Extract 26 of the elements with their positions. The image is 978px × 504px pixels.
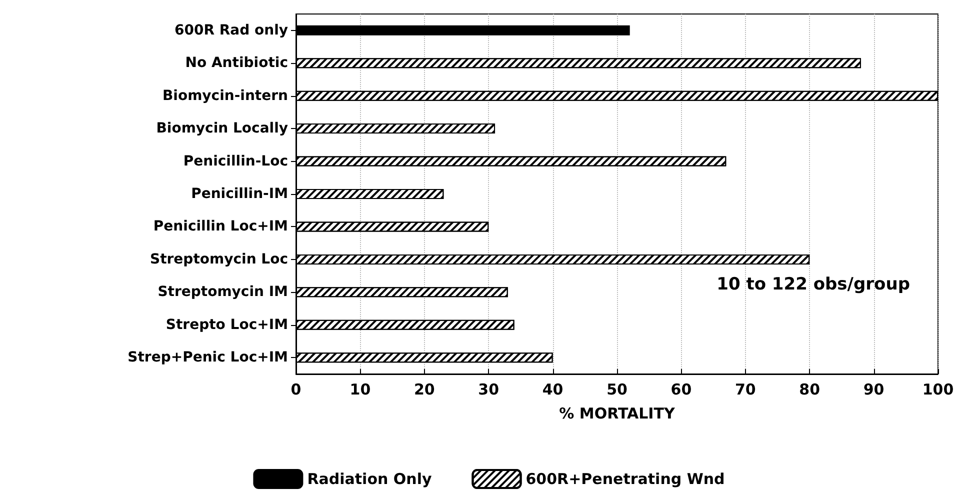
y-tick-label: Biomycin Locally <box>156 120 288 137</box>
x-tick-label: 30 <box>478 380 500 398</box>
legend-label: 600R+Penetrating Wnd <box>526 470 725 488</box>
x-tick-label: 0 <box>290 380 302 398</box>
y-tick-label: Penicillin-IM <box>191 186 288 202</box>
x-tick-label: 10 <box>350 380 371 398</box>
y-tick-label: 600R Rad only <box>174 22 288 38</box>
y-tick-label: No Antibiotic <box>185 55 288 72</box>
x-tick-label: 70 <box>734 380 756 398</box>
x-axis-title: % MORTALITY <box>559 404 676 422</box>
y-tick-label: Streptomycin Loc <box>150 251 288 268</box>
x-tick-label: 40 <box>542 380 564 398</box>
x-tick-label: 90 <box>863 380 884 398</box>
x-tick-label: 50 <box>606 380 628 398</box>
y-tick-label: Strep+Penic Loc+IM <box>128 350 288 366</box>
x-tick-label: 20 <box>414 380 435 398</box>
x-tick-label: 80 <box>799 380 820 398</box>
y-tick-label: Penicillin Loc+IM <box>153 218 288 235</box>
x-tick-label: 100 <box>922 380 954 398</box>
y-tick-label: Streptomycin IM <box>158 284 288 300</box>
y-tick-label: Penicillin-Loc <box>183 153 288 170</box>
x-tick-label: 60 <box>670 380 692 398</box>
y-tick-label: Biomycin-intern <box>162 88 288 104</box>
annotation: 10 to 122 obs/group <box>716 274 910 294</box>
y-tick-label: Strepto Loc+IM <box>166 316 288 333</box>
legend-label: Radiation Only <box>307 470 432 488</box>
